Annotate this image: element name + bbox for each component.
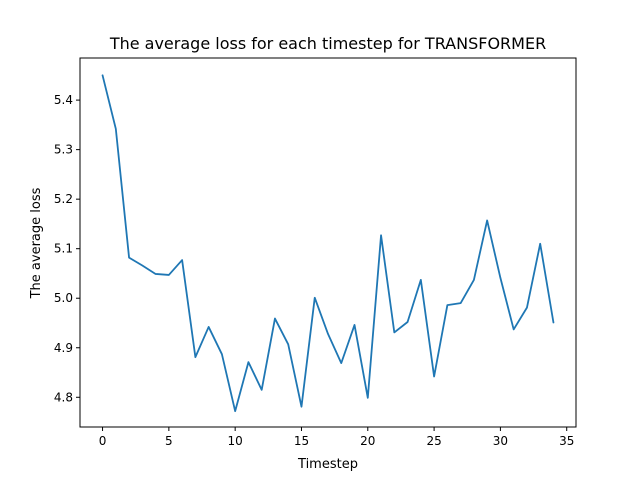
y-axis: 4.8 4.9 5.0 5.1 5.2 5.3 5.4 <box>54 93 80 404</box>
x-axis-label: Timestep <box>297 457 358 472</box>
x-tick-label: 35 <box>559 434 574 448</box>
series-line <box>101 74 555 413</box>
x-tick-label: 30 <box>493 434 508 448</box>
y-tick-label: 5.4 <box>54 93 73 107</box>
y-tick-label: 5.0 <box>54 291 73 305</box>
x-tick-label: 10 <box>228 434 243 448</box>
y-tick-label: 5.2 <box>54 192 73 206</box>
chart-title: The average loss for each timestep for T… <box>109 34 546 53</box>
y-tick-label: 5.1 <box>54 242 73 256</box>
y-tick-label: 5.3 <box>54 143 73 157</box>
plot-area <box>101 74 555 413</box>
x-tick-label: 25 <box>426 434 441 448</box>
plot-frame <box>79 57 577 428</box>
x-tick-label: 15 <box>294 434 309 448</box>
x-tick-label: 0 <box>99 434 107 448</box>
x-axis: 0 5 10 15 20 25 30 35 <box>99 427 574 448</box>
y-tick-label: 4.9 <box>54 341 73 355</box>
x-tick-label: 5 <box>165 434 173 448</box>
y-axis-label: The average loss <box>29 187 44 299</box>
y-tick-label: 4.8 <box>54 390 73 404</box>
x-tick-label: 20 <box>360 434 375 448</box>
